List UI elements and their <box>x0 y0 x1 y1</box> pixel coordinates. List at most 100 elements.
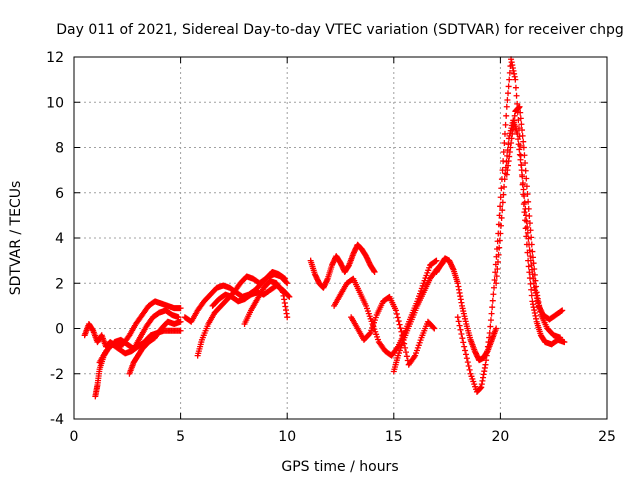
data-point <box>526 247 533 254</box>
data-point <box>519 180 526 187</box>
data-point <box>279 288 286 295</box>
data-point <box>512 76 519 83</box>
data-point <box>499 199 506 206</box>
data-point <box>433 257 440 264</box>
data-point <box>522 167 529 174</box>
data-point <box>499 207 506 214</box>
grid-lines <box>74 57 607 419</box>
data-point <box>525 235 532 242</box>
data-point <box>557 334 564 341</box>
data-point <box>496 237 503 244</box>
data-point <box>517 115 524 122</box>
data-point <box>496 244 503 251</box>
data-point <box>457 326 464 333</box>
data-point <box>505 90 512 97</box>
data-point <box>487 323 494 330</box>
x-tick-label: 0 <box>70 429 79 445</box>
data-point <box>493 280 500 287</box>
data-point <box>177 327 184 334</box>
data-point <box>492 269 499 276</box>
data-point <box>175 314 182 321</box>
data-point <box>524 224 531 231</box>
data-point <box>502 121 509 128</box>
data-point <box>515 136 522 143</box>
y-tick-label: -4 <box>50 412 64 428</box>
data-point <box>516 146 523 153</box>
y-tick-label: 6 <box>55 186 64 202</box>
data-point <box>528 234 535 241</box>
data-point <box>520 186 527 193</box>
data-point <box>462 347 469 354</box>
data-point <box>501 130 508 137</box>
y-tick-label: -2 <box>50 367 64 383</box>
data-point <box>515 141 522 148</box>
data-point <box>282 275 289 282</box>
data-point <box>462 351 469 358</box>
data-point <box>456 322 463 329</box>
data-point <box>494 258 501 265</box>
data-point <box>411 353 418 360</box>
x-tick-label: 5 <box>176 429 185 445</box>
y-tick-label: 2 <box>55 276 64 292</box>
x-tick-label: 20 <box>491 429 509 445</box>
chart-title: Day 011 of 2021, Sidereal Day-to-day VTE… <box>56 22 624 38</box>
data-point <box>520 138 527 145</box>
data-point <box>525 205 532 212</box>
data-point <box>458 330 465 337</box>
data-point <box>463 355 470 362</box>
data-point <box>398 328 405 335</box>
data-point <box>523 218 530 225</box>
data-point <box>506 69 513 76</box>
data-point <box>527 227 534 234</box>
data-point <box>430 324 437 331</box>
data-point <box>495 251 502 258</box>
data-point <box>532 277 539 284</box>
data-point <box>519 132 526 139</box>
data-point <box>519 127 526 134</box>
data-point <box>393 310 400 317</box>
data-point <box>490 291 497 298</box>
y-tick-label: 12 <box>46 50 64 66</box>
x-axis-label: GPS time / hours <box>281 459 398 475</box>
data-point <box>491 284 498 291</box>
data-point <box>493 325 500 332</box>
data-point <box>498 214 505 221</box>
data-point <box>486 330 493 337</box>
data-point <box>518 161 525 168</box>
data-points <box>81 56 568 400</box>
data-point <box>460 339 467 346</box>
data-point <box>371 268 378 275</box>
data-point <box>513 92 520 99</box>
x-tick-label: 25 <box>598 429 616 445</box>
data-point <box>286 293 293 300</box>
data-point <box>498 222 505 229</box>
y-tick-label: 4 <box>55 231 64 247</box>
data-point <box>533 283 540 290</box>
data-point <box>392 307 399 314</box>
data-point <box>491 277 498 284</box>
data-point <box>523 175 530 182</box>
data-point <box>402 349 409 356</box>
x-tick-label: 15 <box>385 429 403 445</box>
data-point <box>455 318 462 325</box>
data-point <box>512 84 519 91</box>
data-point <box>500 149 507 156</box>
data-point <box>501 176 508 183</box>
data-point <box>431 325 438 332</box>
data-point <box>561 339 568 346</box>
data-point <box>459 335 466 342</box>
y-axis-label: SDTVAR / TECUs <box>8 181 24 296</box>
data-point <box>520 144 527 151</box>
data-point <box>488 310 495 317</box>
x-tick-label: 10 <box>278 429 296 445</box>
data-point <box>530 260 537 267</box>
data-point <box>500 191 507 198</box>
axis-ticks: 0 5 10 15 20 25 -4 -2 0 2 4 6 8 10 12 <box>46 50 616 445</box>
data-point <box>464 359 471 366</box>
data-point <box>493 273 500 280</box>
data-point <box>177 318 184 325</box>
data-point <box>397 325 404 332</box>
data-point <box>394 314 401 321</box>
data-point <box>528 241 535 248</box>
